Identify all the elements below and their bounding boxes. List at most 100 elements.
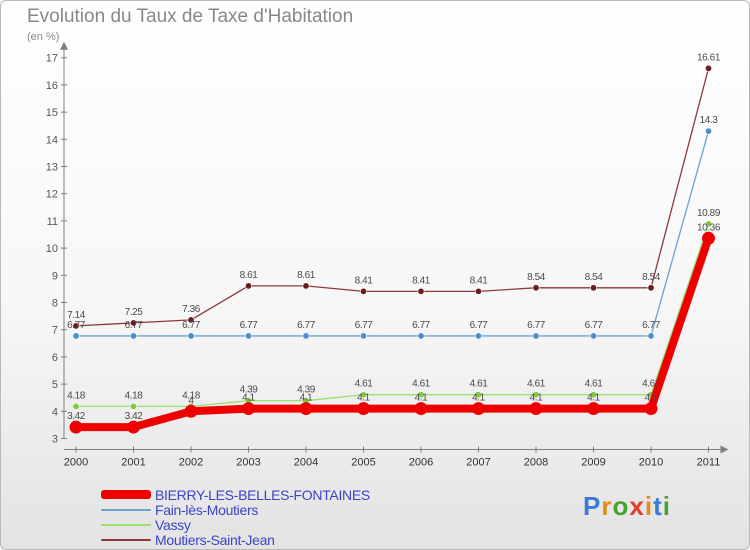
y-tick-label: 16 — [46, 80, 58, 92]
data-point — [302, 332, 310, 340]
data-point — [72, 332, 80, 340]
data-label: 4.61 — [642, 379, 661, 390]
data-label: 4.61 — [412, 379, 431, 390]
data-label: 7.14 — [67, 310, 86, 321]
series-line — [75, 130, 710, 337]
data-point — [647, 332, 655, 340]
data-label: 4.61 — [355, 379, 374, 390]
x-tick-label: 2001 — [121, 457, 145, 469]
y-tick-label: 4 — [52, 406, 58, 418]
data-label: 4.39 — [240, 385, 259, 396]
data-label: 6.77 — [527, 320, 546, 331]
data-label: 8.41 — [412, 275, 431, 286]
data-point — [472, 402, 485, 416]
data-point — [474, 287, 482, 295]
data-point — [302, 282, 310, 290]
data-point — [414, 402, 428, 416]
x-tick-label: 2004 — [294, 457, 318, 469]
data-label: 4.1 — [472, 393, 486, 404]
data-point — [127, 420, 140, 434]
data-label: 16.61 — [697, 52, 721, 63]
y-tick-label: 7 — [52, 325, 58, 337]
data-label: 4.1 — [300, 393, 314, 404]
data-label: 4.1 — [357, 393, 371, 404]
data-label: 10.36 — [697, 222, 721, 233]
data-label: 4.39 — [297, 385, 316, 396]
data-point — [72, 322, 80, 330]
data-point — [417, 391, 425, 399]
data-point — [130, 332, 138, 340]
data-point — [359, 391, 367, 399]
data-point — [474, 332, 482, 340]
data-label: 6.77 — [355, 320, 374, 331]
data-point — [72, 402, 80, 410]
data-point — [704, 127, 712, 135]
data-point — [704, 220, 712, 228]
legend-label-moutiers: Moutiers-Saint-Jean — [155, 531, 275, 548]
series-line — [75, 223, 710, 408]
y-tick-label: 10 — [46, 243, 58, 255]
y-tick-label: 8 — [52, 298, 58, 310]
data-point — [474, 391, 482, 399]
proxiti-logo: Proxiti — [583, 491, 671, 522]
data-label: 8.41 — [355, 275, 374, 286]
data-label: 6.77 — [297, 320, 316, 331]
data-label: 10.89 — [697, 208, 721, 219]
data-point — [245, 282, 253, 290]
legend-swatch-fain — [101, 508, 151, 511]
data-label: 4.1 — [645, 393, 659, 404]
legend-swatch-bierry — [101, 490, 151, 499]
data-label: 8.54 — [642, 272, 661, 283]
y-tick-label: 5 — [52, 379, 58, 391]
logo-letter: r — [601, 491, 613, 521]
series-line — [72, 234, 713, 432]
legend-label-fain: Fain-lès-Moutiers — [155, 501, 259, 518]
logo-letter: i — [644, 491, 654, 521]
data-label: 4.18 — [125, 390, 144, 401]
data-point — [529, 402, 543, 416]
logo-letter: P — [583, 491, 602, 521]
legend-swatch-vassy — [101, 523, 151, 526]
logo-letter: t — [653, 491, 663, 521]
data-label: 4.18 — [67, 390, 86, 401]
data-point — [417, 287, 425, 295]
x-tick-label: 2006 — [409, 457, 433, 469]
x-tick-label: 2005 — [351, 457, 375, 469]
data-point — [299, 402, 313, 416]
y-tick-label: 17 — [46, 53, 58, 65]
data-label: 6.77 — [642, 320, 661, 331]
data-label: 3.42 — [125, 411, 144, 422]
data-label: 4.1 — [530, 393, 544, 404]
x-tick-label: 2010 — [639, 457, 663, 469]
data-point — [589, 391, 597, 399]
data-label: 6.77 — [67, 320, 86, 331]
data-label: 4.18 — [182, 390, 201, 401]
data-point — [532, 284, 540, 292]
data-label: 4.1 — [415, 393, 429, 404]
data-label: 4.1 — [587, 393, 601, 404]
data-label: 3.42 — [67, 411, 86, 422]
y-tick-label: 3 — [52, 434, 58, 446]
y-tick-label: 9 — [52, 270, 58, 282]
line-chart: 3 4 5 6 7 8 9 10 11 12 13 14 15 16 17 2000 2001 2002 2003 2… — [46, 41, 729, 469]
legend-item-bierry: BIERRY-LES-BELLES-FONTAINES — [101, 487, 370, 503]
data-label: 4.1 — [242, 393, 256, 404]
data-point — [242, 402, 255, 416]
legend-swatch-moutiers — [101, 538, 151, 541]
data-label: 7.25 — [125, 307, 144, 318]
y-tick-label: 15 — [46, 107, 58, 119]
data-label: 6.77 — [240, 320, 259, 331]
x-tick-label: 2003 — [236, 457, 260, 469]
data-point — [184, 404, 198, 418]
logo-letter: i — [662, 491, 671, 521]
data-label: 6.77 — [125, 320, 144, 331]
x-axis-arrow — [720, 445, 729, 454]
data-label: 4.61 — [470, 379, 489, 390]
data-label: 8.54 — [585, 272, 604, 283]
data-label: 8.41 — [470, 275, 489, 286]
data-point — [69, 420, 83, 434]
y-tick-label: 6 — [52, 352, 58, 364]
data-point — [532, 391, 540, 399]
logo-letter: x — [629, 491, 645, 521]
legend-item-moutiers: Moutiers-Saint-Jean — [101, 531, 275, 548]
